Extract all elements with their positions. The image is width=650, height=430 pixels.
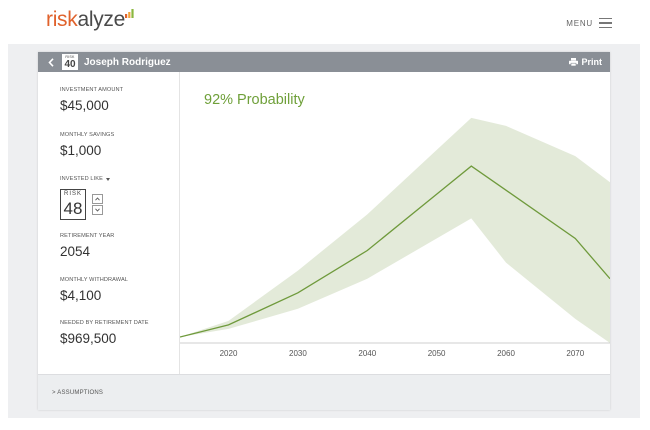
print-button[interactable]: Print: [569, 57, 602, 67]
x-tick-label: 2070: [566, 349, 584, 358]
x-tick-label: 2060: [497, 349, 515, 358]
retirement-year-label: RETIREMENT YEAR: [60, 233, 115, 239]
needed-by-retirement-value: $969,500: [60, 331, 117, 346]
print-label: Print: [581, 57, 602, 67]
investment-amount-field[interactable]: INVESTMENT AMOUNT $45,000: [60, 87, 123, 113]
inputs-sidebar: INVESTMENT AMOUNT $45,000 MONTHLY SAVING…: [38, 72, 180, 374]
assumptions-label: > ASSUMPTIONS: [52, 389, 104, 396]
monthly-savings-label: MONTHLY SAVINGS: [60, 132, 115, 138]
monthly-withdrawal-field[interactable]: MONTHLY WITHDRAWAL $4,100: [60, 277, 128, 303]
retirement-year-value[interactable]: 2054: [60, 244, 91, 259]
logo-mark-icon: [125, 9, 134, 18]
invested-risk-badge: RISK 48: [60, 189, 86, 220]
retirement-year-field[interactable]: RETIREMENT YEAR 2054: [60, 233, 114, 259]
client-card: RISK 40 Joseph Rodriguez Print INVESTMEN…: [38, 52, 611, 410]
needed-by-retirement-label: NEEDED BY RETIREMENT DATE: [60, 320, 149, 326]
invested-like-field: INVESTED LIKE: [60, 176, 110, 182]
x-tick-label: 2040: [358, 349, 376, 358]
chevron-down-icon: [95, 208, 100, 212]
client-risk-label: RISK: [65, 55, 75, 59]
logo-text-part1: risk: [46, 8, 78, 31]
riskalyze-logo[interactable]: riskalyze: [46, 8, 125, 32]
invested-risk-label: RISK: [63, 191, 82, 197]
investment-amount-value[interactable]: $45,000: [60, 98, 109, 113]
x-tick-label: 2030: [289, 349, 307, 358]
client-name: Joseph Rodriguez: [84, 56, 171, 68]
caret-down-icon: [105, 177, 110, 181]
risk-stepper[interactable]: [92, 194, 104, 216]
client-risk-score: 40: [64, 59, 76, 70]
invested-like-label: INVESTED LIKE: [60, 176, 103, 182]
risk-decrease-button[interactable]: [92, 205, 103, 215]
needed-by-retirement-field: NEEDED BY RETIREMENT DATE $969,500: [60, 320, 149, 346]
chevron-up-icon: [95, 197, 100, 201]
printer-icon: [569, 58, 579, 66]
monthly-savings-field[interactable]: MONTHLY SAVINGS $1,000: [60, 132, 114, 158]
monthly-withdrawal-value[interactable]: $4,100: [60, 288, 102, 303]
client-topbar: RISK 40 Joseph Rodriguez Print: [38, 52, 610, 72]
projection-line: [179, 165, 611, 338]
projection-chart: 92% Probability 2020 2030 2040 2050 2060 2070: [179, 72, 611, 374]
x-tick-label: 2020: [220, 349, 238, 358]
risk-increase-button[interactable]: [92, 194, 103, 204]
chevron-left-icon: [48, 57, 54, 67]
monthly-withdrawal-label: MONTHLY WITHDRAWAL: [60, 277, 128, 283]
menu-label: MENU: [566, 18, 593, 28]
back-button[interactable]: [44, 52, 58, 72]
projection-chart-svg: 2020 2030 2040 2050 2060 2070: [179, 117, 611, 358]
invested-risk-value: 48: [63, 199, 83, 218]
x-tick-label: 2050: [428, 349, 446, 358]
probability-label: 92% Probability: [204, 92, 305, 108]
probability-range-band: [180, 117, 610, 344]
hamburger-icon: [599, 18, 612, 28]
assumptions-toggle[interactable]: > ASSUMPTIONS: [38, 374, 610, 410]
client-risk-badge: RISK 40: [62, 54, 78, 70]
menu-button[interactable]: MENU: [566, 18, 612, 28]
logo-text-part2: alyze: [77, 8, 125, 31]
monthly-savings-value[interactable]: $1,000: [60, 143, 102, 158]
invested-like-dropdown[interactable]: INVESTED LIKE: [60, 176, 110, 182]
investment-amount-label: INVESTMENT AMOUNT: [60, 87, 124, 93]
